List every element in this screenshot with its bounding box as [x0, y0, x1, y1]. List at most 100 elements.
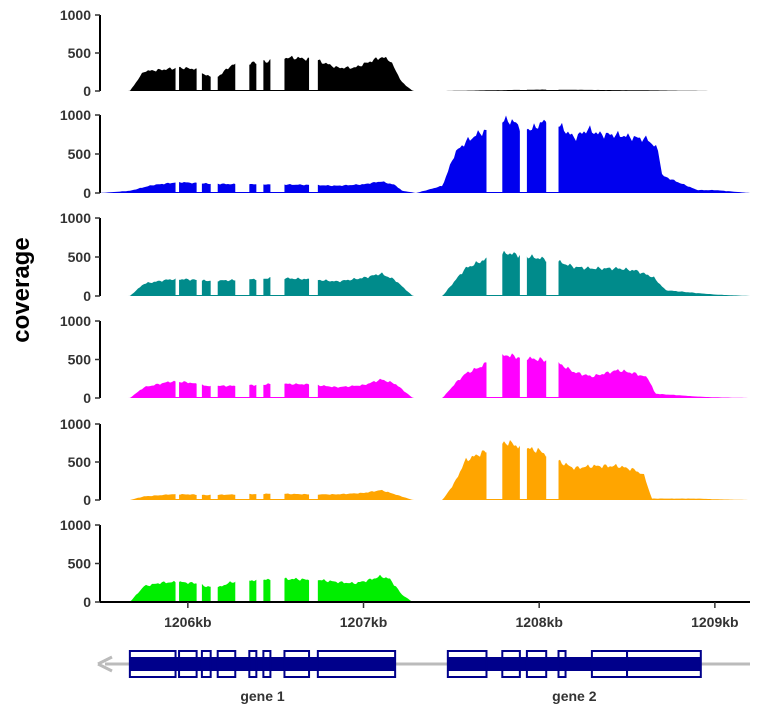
y-tick-label-1000-track-3: 1000: [60, 210, 91, 226]
intron-gap-track-4-5: [270, 321, 285, 397]
gene-label-2: gene 2: [552, 688, 597, 704]
intron-gap-track-3-3: [235, 218, 250, 295]
y-tick-label-0-track-6: 0: [83, 594, 91, 610]
exon-box-gene1-7: [283, 650, 311, 678]
intron-gap-track-2-4: [256, 115, 264, 192]
exon-box-gene1-6: [262, 650, 272, 678]
y-tick-label-500-track-2: 500: [68, 146, 92, 162]
intron-gap-track-5-2: [210, 424, 218, 499]
y-tick-label-500-track-6: 500: [68, 556, 92, 572]
y-tick-label-1000-track-5: 1000: [60, 416, 91, 432]
y-tick-label-500-track-3: 500: [68, 249, 92, 265]
intron-gap-track-5-3: [235, 424, 250, 499]
intron-gap-track-3-5: [270, 218, 285, 295]
intron-gap-track-1-1: [196, 15, 202, 90]
intron-gap-track-3-6: [309, 218, 318, 295]
exon-box-gene1-4: [216, 650, 237, 678]
intron-gap-track-6-6: [309, 525, 318, 601]
intron-gap-track-2-0: [175, 115, 180, 192]
intron-gap-track-6-7: [486, 525, 503, 601]
intron-gap-track-4-1: [196, 321, 202, 397]
exon-box-gene1-8: [316, 650, 397, 678]
intron-gap-track-1-6: [309, 15, 318, 90]
intron-gap-track-5-0: [175, 424, 180, 499]
intron-gap-track-1-2: [210, 15, 218, 90]
intron-gap-track-3-2: [210, 218, 218, 295]
y-tick-label-500-track-1: 500: [68, 45, 92, 61]
y-tick-label-1000-track-4: 1000: [60, 313, 91, 329]
intron-gap-track-2-1: [196, 115, 202, 192]
exon-box-gene2-6: [626, 650, 702, 678]
intron-gap-track-6-2: [210, 525, 218, 601]
x-tick-label-1207: 1207kb: [340, 614, 387, 630]
gene-label-1: gene 1: [240, 688, 285, 704]
intron-gap-track-6-1: [196, 525, 202, 601]
intron-gap-track-4-3: [235, 321, 250, 397]
x-tick-label-1206: 1206kb: [164, 614, 211, 630]
intron-gap-track-2-3: [235, 115, 250, 192]
intron-gap-track-1-3: [235, 15, 250, 90]
intron-gap-track-1-8: [519, 15, 527, 90]
exon-box-gene2-1: [446, 650, 488, 678]
intron-gap-track-1-9: [546, 15, 559, 90]
intron-gap-track-3-0: [175, 218, 180, 295]
intron-gap-track-5-1: [196, 424, 202, 499]
intron-gap-track-5-6: [309, 424, 318, 499]
x-tick-label-1208: 1208kb: [515, 614, 562, 630]
y-tick-label-1000-track-1: 1000: [60, 7, 91, 23]
intron-gap-track-1-0: [175, 15, 180, 90]
y-tick-label-0-track-2: 0: [83, 185, 91, 201]
intron-gap-track-5-8: [519, 424, 527, 499]
intron-gap-track-3-8: [519, 218, 527, 295]
exon-box-gene1-2: [178, 650, 198, 678]
y-tick-label-0-track-5: 0: [83, 492, 91, 508]
y-tick-label-500-track-4: 500: [68, 352, 92, 368]
y-tick-label-0-track-1: 0: [83, 83, 91, 99]
intron-gap-track-6-0: [175, 525, 180, 601]
intron-gap-track-6-4: [256, 525, 264, 601]
y-axis-label: coverage: [8, 237, 35, 342]
intron-gap-track-3-1: [196, 218, 202, 295]
y-tick-label-0-track-4: 0: [83, 390, 91, 406]
y-tick-label-0-track-3: 0: [83, 288, 91, 304]
intron-gap-track-1-7: [486, 15, 503, 90]
y-tick-label-500-track-5: 500: [68, 454, 92, 470]
intron-gap-track-2-7: [486, 115, 503, 192]
intron-gap-track-1-4: [256, 15, 264, 90]
intron-gap-track-5-9: [546, 424, 559, 499]
intron-gap-track-2-8: [519, 115, 527, 192]
y-tick-label-1000-track-6: 1000: [60, 517, 91, 533]
strand-arrow-icon: [97, 655, 113, 673]
intron-gap-track-4-0: [175, 321, 180, 397]
intron-gap-track-2-9: [546, 115, 559, 192]
intron-gap-track-6-3: [235, 525, 250, 601]
intron-gap-track-6-8: [519, 525, 527, 601]
intron-gap-track-4-9: [546, 321, 559, 397]
exon-box-gene2-4: [557, 650, 567, 678]
intron-gap-track-6-9: [546, 525, 559, 601]
intron-gap-track-2-2: [210, 115, 218, 192]
intron-gap-track-6-5: [270, 525, 285, 601]
intron-gap-track-4-4: [256, 321, 264, 397]
coverage-area-track-5: [100, 440, 750, 500]
exon-box-gene1-1: [128, 650, 177, 678]
intron-gap-track-4-7: [486, 321, 503, 397]
intron-gap-track-3-4: [256, 218, 264, 295]
intron-gap-track-2-5: [270, 115, 285, 192]
intron-gap-track-5-4: [256, 424, 264, 499]
coverage-area-track-2: [100, 115, 750, 193]
intron-gap-track-4-2: [210, 321, 218, 397]
x-tick-label-1209: 1209kb: [691, 614, 738, 630]
intron-gap-track-3-9: [546, 218, 559, 295]
intron-gap-track-4-8: [519, 321, 527, 397]
intron-gap-track-4-6: [309, 321, 318, 397]
exon-box-gene2-3: [525, 650, 548, 678]
intron-gap-track-5-5: [270, 424, 285, 499]
intron-gap-track-5-7: [486, 424, 503, 499]
intron-gap-track-1-5: [270, 15, 285, 90]
exon-box-gene2-2: [501, 650, 521, 678]
y-tick-label-1000-track-2: 1000: [60, 107, 91, 123]
exon-box-gene1-5: [248, 650, 258, 678]
